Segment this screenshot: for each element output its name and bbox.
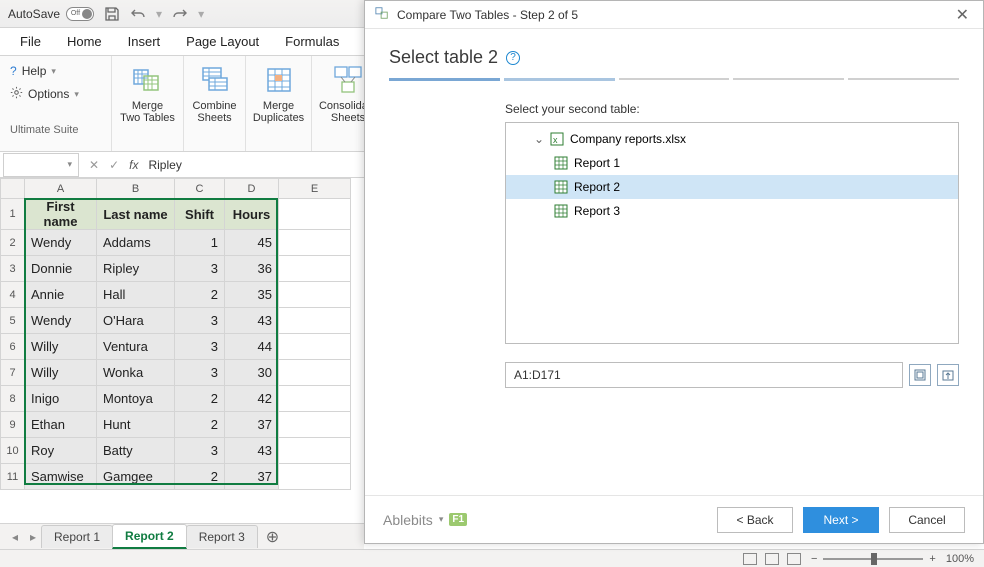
zoom-in-icon[interactable]: + xyxy=(929,553,935,565)
name-box[interactable]: ▾ xyxy=(3,153,79,177)
zoom-out-icon[interactable]: − xyxy=(811,553,817,565)
tab-formulas[interactable]: Formulas xyxy=(273,29,351,55)
tab-page-layout[interactable]: Page Layout xyxy=(174,29,271,55)
workbook-icon: x xyxy=(550,132,564,146)
chevron-down-icon: ▾ xyxy=(67,159,72,170)
sheet-tab[interactable]: Report 2 xyxy=(112,524,187,549)
close-icon[interactable]: ✕ xyxy=(952,5,973,25)
tree-item[interactable]: Report 2 xyxy=(506,175,958,199)
consolidate-sheets-icon xyxy=(330,62,366,98)
sheet-tab[interactable]: Report 3 xyxy=(186,525,258,548)
dialog-titlebar[interactable]: Compare Two Tables - Step 2 of 5 ✕ xyxy=(365,1,983,29)
svg-text:x: x xyxy=(553,135,558,145)
dialog-heading: Select table 2 ? xyxy=(365,29,983,68)
compare-tables-dialog: Compare Two Tables - Step 2 of 5 ✕ Selec… xyxy=(364,0,984,544)
tree-item[interactable]: Report 3 xyxy=(506,199,958,223)
status-bar: − + 100% xyxy=(0,549,984,567)
table-row: 6WillyVentura344 xyxy=(1,334,351,360)
tree-item[interactable]: Report 1 xyxy=(506,151,958,175)
autosave-label: AutoSave xyxy=(8,7,60,21)
table-row: 3DonnieRipley336 xyxy=(1,256,351,282)
merge-two-tables-button[interactable]: Merge Two Tables xyxy=(112,56,184,151)
table-row[interactable]: 1 First name Last name Shift Hours xyxy=(1,199,351,230)
tree-root[interactable]: ⌄ x Company reports.xlsx xyxy=(506,127,958,151)
help-button[interactable]: ? Help ▾ xyxy=(10,62,101,80)
merge-tables-icon xyxy=(130,62,166,98)
save-icon[interactable] xyxy=(104,6,120,22)
column-headers[interactable]: A B C D E xyxy=(1,179,351,199)
zoom-slider[interactable]: − + xyxy=(811,553,936,565)
table-row: 2WendyAddams145 xyxy=(1,230,351,256)
normal-view-icon[interactable] xyxy=(743,553,757,565)
f1-badge: F1 xyxy=(449,513,467,526)
view-mode-icons[interactable] xyxy=(743,553,801,565)
sheet-tab[interactable]: Report 1 xyxy=(41,525,113,548)
cancel-formula-icon[interactable]: ✕ xyxy=(89,158,99,172)
dialog-footer: Ablebits ▾ F1 < Back Next > Cancel xyxy=(365,495,983,543)
instruction-label: Select your second table: xyxy=(505,102,959,116)
add-sheet-icon[interactable]: ⊕ xyxy=(258,527,287,547)
ribbon-group-label: Ultimate Suite xyxy=(10,108,101,136)
tab-file[interactable]: File xyxy=(8,29,53,55)
ribbon-group-help: ? Help ▾ Options ▾ Ultimate Suite xyxy=(0,56,112,151)
tab-home[interactable]: Home xyxy=(55,29,114,55)
help-icon[interactable]: ? xyxy=(506,51,520,65)
dialog-icon xyxy=(375,6,389,23)
back-button[interactable]: < Back xyxy=(717,507,793,533)
options-button[interactable]: Options ▾ xyxy=(10,84,101,104)
fx-icon[interactable]: fx xyxy=(129,158,138,172)
table-row: 4AnnieHall235 xyxy=(1,282,351,308)
chevron-down-icon[interactable]: ⌄ xyxy=(534,132,544,146)
table-tree[interactable]: ⌄ x Company reports.xlsx Report 1 Report… xyxy=(505,122,959,344)
table-row: 9EthanHunt237 xyxy=(1,412,351,438)
undo-icon[interactable] xyxy=(130,6,146,22)
chevron-down-icon: ▾ xyxy=(439,514,444,525)
combine-sheets-button[interactable]: Combine Sheets xyxy=(184,56,246,151)
merge-duplicates-icon xyxy=(261,62,297,98)
combine-sheets-icon xyxy=(197,62,233,98)
sheet-icon xyxy=(554,156,568,170)
brand-label[interactable]: Ablebits ▾ F1 xyxy=(383,512,467,528)
gear-icon xyxy=(10,86,23,102)
dialog-title: Compare Two Tables - Step 2 of 5 xyxy=(397,8,578,22)
sheet-tab-bar: ◂ ▸ Report 1 Report 2 Report 3 ⊕ xyxy=(0,523,364,549)
table-row: 8InigoMontoya242 xyxy=(1,386,351,412)
help-icon: ? xyxy=(10,64,17,78)
formula-text[interactable]: Ripley xyxy=(148,158,181,172)
cancel-button[interactable]: Cancel xyxy=(889,507,965,533)
autosave-toggle[interactable]: AutoSave Off xyxy=(8,7,94,21)
select-range-icon[interactable] xyxy=(909,364,931,386)
zoom-level[interactable]: 100% xyxy=(946,553,974,565)
table-row: 7WillyWonka330 xyxy=(1,360,351,386)
sheet-nav-prev-icon[interactable]: ◂ xyxy=(6,530,24,544)
sheet-icon xyxy=(554,180,568,194)
table-row: 5WendyO'Hara343 xyxy=(1,308,351,334)
sheet-icon xyxy=(554,204,568,218)
tab-insert[interactable]: Insert xyxy=(116,29,173,55)
next-button[interactable]: Next > xyxy=(803,507,879,533)
table-row: 11SamwiseGamgee237 xyxy=(1,464,351,490)
merge-duplicates-button[interactable]: Merge Duplicates xyxy=(246,56,312,151)
range-input[interactable]: A1:D171 xyxy=(505,362,903,388)
autosave-switch[interactable]: Off xyxy=(66,7,94,21)
sheet-nav-next-icon[interactable]: ▸ xyxy=(24,530,42,544)
page-layout-view-icon[interactable] xyxy=(765,553,779,565)
table-row: 10RoyBatty343 xyxy=(1,438,351,464)
paste-range-icon[interactable] xyxy=(937,364,959,386)
redo-icon[interactable] xyxy=(172,6,188,22)
page-break-view-icon[interactable] xyxy=(787,553,801,565)
accept-formula-icon[interactable]: ✓ xyxy=(109,158,119,172)
